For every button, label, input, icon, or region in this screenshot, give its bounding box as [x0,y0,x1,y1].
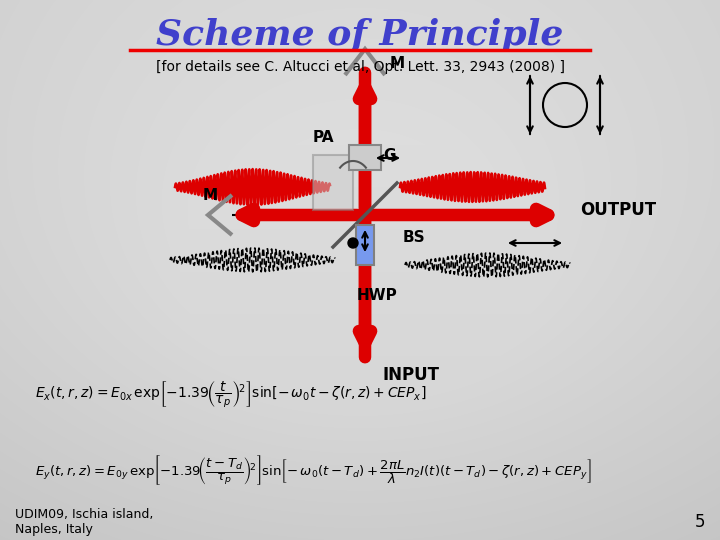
Text: 5: 5 [695,513,705,531]
Bar [313,155,353,210]
Text: M: M [390,56,405,71]
Text: HWP: HWP [357,287,397,302]
Text: $E_y(t,r,z) = E_{0y}\,\exp\!\left[-1.39\!\left(\dfrac{t-T_d}{\tau_p}\right)^{\!2: $E_y(t,r,z) = E_{0y}\,\exp\!\left[-1.39\… [35,453,592,487]
Bar [356,225,374,265]
Text: $E_x(t,r,z) = E_{0x}\,\exp\!\left[-1.39\!\left(\dfrac{t}{\tau_p}\right)^{\!2}\ri: $E_x(t,r,z) = E_{0x}\,\exp\!\left[-1.39\… [35,380,426,410]
Bar [349,145,381,170]
Text: INPUT: INPUT [383,366,440,384]
Text: [for details see C. Altucci et al, Opt. Lett. 33, 2943 (2008) ]: [for details see C. Altucci et al, Opt. … [156,60,564,74]
Text: OUTPUT: OUTPUT [580,201,656,219]
Text: PA: PA [313,130,335,145]
Text: G: G [383,147,395,163]
Circle shape [348,238,358,248]
Text: UDIM09, Ischia island,
Naples, Italy: UDIM09, Ischia island, Naples, Italy [15,508,153,536]
Text: BS: BS [403,230,426,245]
Text: M: M [202,187,217,202]
Text: Scheme of Principle: Scheme of Principle [156,18,564,52]
